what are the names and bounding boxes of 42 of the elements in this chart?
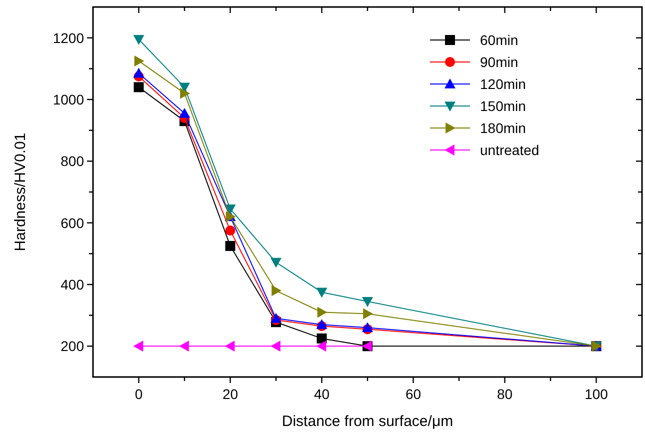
point xyxy=(133,340,144,352)
y-tick-label: 600 xyxy=(60,214,84,231)
point xyxy=(134,55,144,66)
legend-label: 180min xyxy=(480,120,526,136)
y-tick-label: 1000 xyxy=(52,92,84,108)
legend-label: 90min xyxy=(480,54,518,70)
point xyxy=(316,319,328,329)
legend-label: 60min xyxy=(480,32,518,48)
point xyxy=(133,34,144,45)
point xyxy=(272,285,282,296)
point xyxy=(362,297,373,307)
point xyxy=(224,340,235,352)
point xyxy=(224,204,236,214)
point xyxy=(317,306,328,318)
x-tick-label: 0 xyxy=(134,386,143,402)
y-tick-label: 800 xyxy=(60,153,84,170)
x-tick-label: 60 xyxy=(405,386,422,402)
y-tick-label: 200 xyxy=(60,338,84,354)
legend-label: 150min xyxy=(480,98,526,114)
y-axis-title: Hardness/HV0.01 xyxy=(12,132,29,252)
point xyxy=(270,340,280,352)
x-tick-label: 40 xyxy=(314,386,330,402)
legend-label: 120min xyxy=(480,76,526,92)
legend-label: untreated xyxy=(480,142,540,158)
point xyxy=(316,333,327,344)
point xyxy=(179,340,189,352)
point xyxy=(133,68,144,78)
point xyxy=(225,240,236,251)
x-tick-label: 20 xyxy=(222,386,238,402)
point xyxy=(179,108,190,118)
x-tick-label: 80 xyxy=(496,386,513,402)
point xyxy=(363,308,373,320)
point xyxy=(270,258,282,268)
point xyxy=(180,88,190,99)
y-tick-label: 400 xyxy=(60,276,84,292)
x-tick-label: 100 xyxy=(584,386,608,402)
point xyxy=(225,226,236,236)
point xyxy=(134,82,144,92)
x-axis-title: Distance from surface/μm xyxy=(282,413,454,430)
point xyxy=(316,340,326,352)
point xyxy=(316,288,328,298)
y-tick-label: 1200 xyxy=(52,30,84,46)
